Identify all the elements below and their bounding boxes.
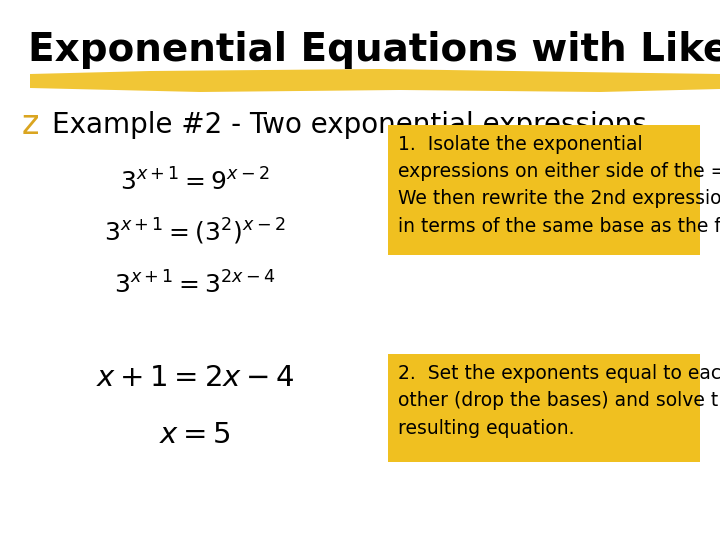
Text: z: z (22, 109, 40, 141)
Text: 2.  Set the exponents equal to each
other (drop the bases) and solve the
resulti: 2. Set the exponents equal to each other… (398, 364, 720, 437)
Text: $3^{x+1} = \left(3^2\right)^{x-2}$: $3^{x+1} = \left(3^2\right)^{x-2}$ (104, 217, 286, 247)
Text: Example #2 - Two exponential expressions.: Example #2 - Two exponential expressions… (52, 111, 656, 139)
Text: $x = 5$: $x = 5$ (159, 421, 231, 449)
Text: $3^{x+1} = 3^{2x-4}$: $3^{x+1} = 3^{2x-4}$ (114, 272, 276, 299)
FancyBboxPatch shape (388, 354, 700, 462)
Text: 1.  Isolate the exponential
expressions on either side of the =.
We then rewrite: 1. Isolate the exponential expressions o… (398, 135, 720, 236)
Text: Exponential Equations with Like Bases: Exponential Equations with Like Bases (28, 31, 720, 69)
FancyBboxPatch shape (388, 125, 700, 255)
Text: $x + 1 = 2x - 4$: $x + 1 = 2x - 4$ (96, 364, 294, 392)
Polygon shape (30, 69, 720, 92)
Text: $3^{x+1} = 9^{x-2}$: $3^{x+1} = 9^{x-2}$ (120, 168, 270, 195)
